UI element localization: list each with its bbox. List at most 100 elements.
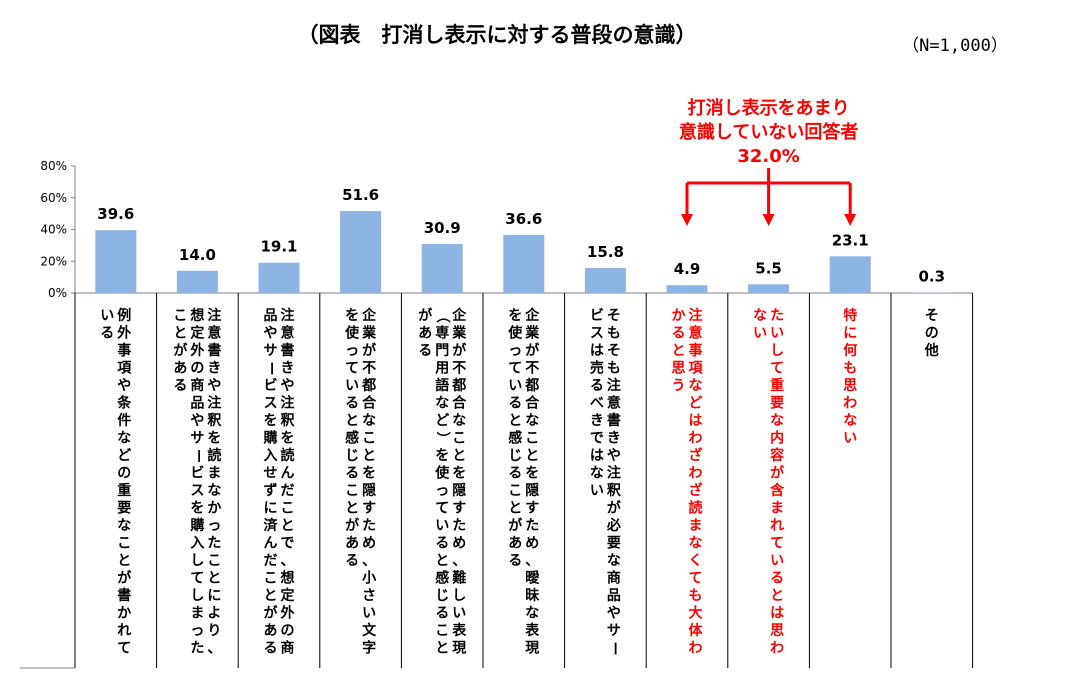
category-char: 注	[607, 377, 621, 394]
category-char: 事	[689, 342, 703, 359]
category-char: 商	[190, 377, 204, 394]
category-char: る	[435, 606, 449, 622]
data-label: 36.6	[505, 210, 542, 228]
category-char: が	[362, 342, 377, 359]
category-char: い	[770, 326, 784, 342]
category-char: 字	[362, 640, 376, 657]
category-char: 隠	[362, 482, 376, 499]
category-char: と	[264, 588, 278, 604]
category-char: ず	[264, 482, 278, 499]
y-tick-label: 0%	[48, 286, 67, 300]
category-char: な	[689, 536, 703, 552]
category-char: な	[590, 466, 604, 482]
category-char: 内	[770, 430, 784, 447]
category-char: ス	[264, 396, 278, 412]
category-char: 表	[451, 622, 467, 639]
bar	[258, 262, 300, 293]
category-char: こ	[207, 553, 221, 569]
category-char: な	[362, 413, 376, 429]
category-char: だ	[281, 483, 295, 499]
y-axis: 80% 60% 40% 20% 0%	[20, 159, 974, 669]
category-char: が	[607, 500, 622, 517]
category-char: 業	[524, 325, 540, 342]
category-char: る	[418, 343, 432, 359]
category-char: と	[452, 448, 466, 464]
category-char: 合	[452, 395, 467, 412]
category-char: い	[345, 378, 359, 394]
category-char: 語	[435, 377, 449, 394]
category-char: っ	[207, 518, 221, 534]
category-char: 意	[281, 325, 295, 342]
category-char: サ	[190, 431, 204, 447]
category-char: よ	[207, 606, 221, 622]
category-label: 企業が不都合なことを隠すため、難しい表現（専門用語など）を使っていると感じること…	[418, 307, 467, 657]
category-char: 要	[607, 536, 621, 552]
category-char: か	[672, 308, 686, 324]
category-char: 、	[281, 553, 295, 569]
category-char: る	[264, 641, 278, 657]
category-char: る	[508, 553, 522, 569]
data-label: 30.9	[424, 219, 461, 237]
category-char: す	[362, 501, 376, 517]
category-char: 思	[770, 623, 784, 639]
category-labels: 例外事項や条件などの重要なことが書かれている注意書きや注釈を読まなかったことによ…	[100, 307, 938, 657]
category-char: ）	[434, 432, 450, 446]
category-char: が	[452, 342, 467, 359]
category-char: こ	[525, 431, 539, 447]
category-char: さ	[362, 588, 376, 604]
category-char: を	[435, 448, 449, 464]
category-char: 釈	[281, 412, 296, 429]
category-char: 企	[361, 307, 377, 324]
category-char: な	[843, 413, 857, 429]
category-char: な	[770, 413, 784, 429]
category-char: て	[345, 361, 359, 377]
category-char: も	[607, 326, 621, 342]
category-char: ま	[689, 518, 703, 534]
category-char: 企	[524, 307, 540, 324]
category-char: 思	[843, 378, 857, 394]
category-char: 難	[452, 570, 466, 587]
category-char: の	[117, 466, 131, 482]
category-char: 専	[435, 325, 449, 342]
data-label: 19.1	[260, 238, 297, 256]
category-char: や	[264, 326, 278, 342]
callout-arrow-head	[844, 214, 857, 226]
category-char: 企	[451, 307, 467, 324]
category-char: に	[843, 326, 857, 342]
category-char: 書	[117, 587, 131, 604]
category-char: し	[770, 343, 784, 359]
bar	[584, 267, 626, 293]
data-labels: 39.6 14.0 19.1 51.6 30.9 36.6 15.8 4.9 5.5 23.1 0.…	[97, 186, 945, 285]
category-char: ビ	[590, 308, 604, 324]
category-char: 外	[190, 342, 204, 359]
category-char: 入	[190, 536, 204, 552]
category-char: だ	[264, 553, 278, 569]
category-char: た	[525, 518, 539, 534]
category-char: き	[607, 431, 621, 447]
category-char: 文	[362, 622, 377, 639]
category-char: 例	[117, 307, 131, 324]
category-char: ん	[264, 536, 278, 552]
category-char: 表	[524, 622, 540, 639]
category-char: と	[173, 326, 187, 342]
category-char: を	[207, 431, 221, 447]
category-char: こ	[345, 483, 359, 499]
category-char: わ	[770, 641, 784, 657]
category-char: 昧	[525, 588, 540, 604]
category-char: て	[190, 571, 204, 587]
callout-text: 打消し表示をあまり	[688, 97, 850, 119]
category-char: 品	[190, 396, 204, 412]
category-char: っ	[508, 343, 522, 359]
category-char: や	[281, 378, 295, 394]
category-char: が	[508, 517, 523, 534]
category-char: や	[607, 448, 621, 464]
category-char: じ	[345, 448, 359, 464]
category-char: が	[173, 342, 188, 359]
category-char: わ	[689, 466, 703, 482]
category-char: が	[264, 605, 279, 622]
category-char: く	[689, 553, 703, 569]
data-label: 15.8	[587, 243, 624, 261]
